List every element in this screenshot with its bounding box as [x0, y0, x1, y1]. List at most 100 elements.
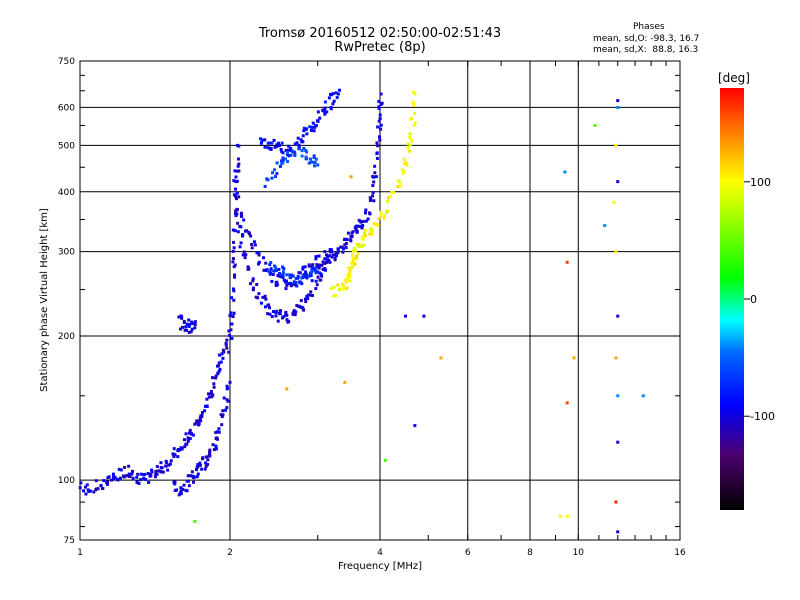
scatter-point — [86, 488, 90, 492]
scatter-point — [301, 305, 305, 309]
scatter-point — [355, 243, 359, 247]
scatter-point — [361, 219, 365, 223]
scatter-point — [403, 314, 407, 318]
scatter-point — [369, 198, 373, 202]
scatter-point — [309, 274, 313, 278]
scatter-point — [409, 143, 413, 147]
scatter-point — [198, 461, 202, 465]
scatter-point — [343, 380, 347, 384]
scatter-point — [319, 272, 323, 276]
scatter-point — [399, 184, 403, 188]
scatter-point — [310, 279, 314, 283]
scatter-point — [173, 480, 177, 484]
scatter-point — [164, 464, 168, 468]
scatter-point — [224, 341, 228, 345]
scatter-point — [353, 226, 357, 230]
colorbar-tick-label: -100 — [750, 410, 775, 423]
scatter-point — [150, 468, 154, 472]
scatter-point — [375, 156, 379, 160]
scatter-point — [245, 229, 249, 233]
scatter-point — [232, 289, 236, 293]
scatter-point — [84, 492, 88, 496]
scatter-point — [105, 482, 109, 486]
scatter-point — [232, 179, 236, 183]
scatter-point — [214, 376, 218, 380]
scatter-point — [297, 147, 301, 151]
scatter-point — [217, 430, 221, 434]
scatter-point — [299, 299, 303, 303]
scatter-point — [346, 279, 350, 283]
scatter-point — [376, 125, 380, 129]
scatter-point — [413, 92, 417, 96]
scatter-point — [380, 101, 384, 105]
scatter-point — [251, 286, 255, 290]
scatter-point — [304, 155, 308, 159]
scatter-point — [260, 140, 264, 144]
scatter-point — [187, 318, 191, 322]
scatter-point — [275, 280, 279, 284]
scatter-point — [359, 220, 363, 224]
scatter-point — [281, 151, 285, 155]
scatter-point — [203, 409, 207, 413]
scatter-point — [565, 260, 569, 264]
scatter-point — [224, 408, 228, 412]
scatter-point — [184, 432, 188, 436]
scatter-point — [204, 455, 208, 459]
scatter-point — [293, 154, 297, 158]
scatter-point — [225, 387, 229, 391]
scatter-point — [78, 486, 82, 490]
scatter-point — [293, 282, 297, 286]
scatter-point — [356, 252, 360, 256]
scatter-point — [308, 293, 312, 297]
scatter-point — [273, 168, 277, 172]
scatter-point — [236, 157, 240, 161]
scatter-point — [364, 208, 368, 212]
scatter-point — [231, 314, 235, 318]
scatter-point — [289, 282, 293, 286]
scatter-point — [309, 290, 313, 294]
scatter-point — [178, 491, 182, 495]
scatter-point — [233, 275, 237, 279]
scatter-point — [328, 248, 332, 252]
scatter-point — [330, 250, 334, 254]
scatter-point — [233, 229, 237, 233]
scatter-point — [150, 470, 154, 474]
scatter-point — [144, 477, 148, 481]
colorbar-unit-label: [deg] — [718, 71, 750, 85]
scatter-point — [79, 481, 83, 485]
scatter-point — [355, 254, 359, 258]
scatter-point — [331, 102, 335, 106]
scatter-point — [603, 224, 607, 228]
scatter-point — [250, 242, 254, 246]
scatter-point — [196, 463, 200, 467]
scatter-point — [392, 191, 396, 195]
scatter-point — [207, 454, 211, 458]
scatter-point — [179, 489, 183, 493]
scatter-point — [208, 452, 212, 456]
stats-o-mode: mean, sd,O: -98.3, 16.7 — [593, 34, 700, 44]
chart-title: Tromsø 20160512 02:50:00-02:51:43 — [258, 26, 502, 41]
scatter-point — [234, 214, 238, 218]
scatter-point — [268, 263, 272, 267]
scatter-point — [130, 472, 134, 476]
scatter-point — [372, 180, 376, 184]
scatter-point — [107, 475, 111, 479]
scatter-point — [204, 404, 208, 408]
scatter-point — [291, 274, 295, 278]
scatter-point — [220, 423, 224, 427]
scatter-point — [343, 237, 347, 241]
scatter-point — [422, 314, 426, 318]
scatter-point — [312, 155, 316, 159]
scatter-point — [200, 415, 204, 419]
scatter-point — [195, 468, 199, 472]
scatter-point — [205, 404, 209, 408]
scatter-point — [233, 273, 237, 277]
scatter-point — [218, 353, 222, 357]
scatter-point — [390, 190, 394, 194]
scatter-point — [377, 99, 381, 103]
scatter-point — [305, 150, 309, 154]
scatter-point — [167, 463, 171, 467]
scatter-point — [303, 265, 307, 269]
scatter-point — [313, 164, 317, 168]
scatter-point — [279, 159, 283, 163]
